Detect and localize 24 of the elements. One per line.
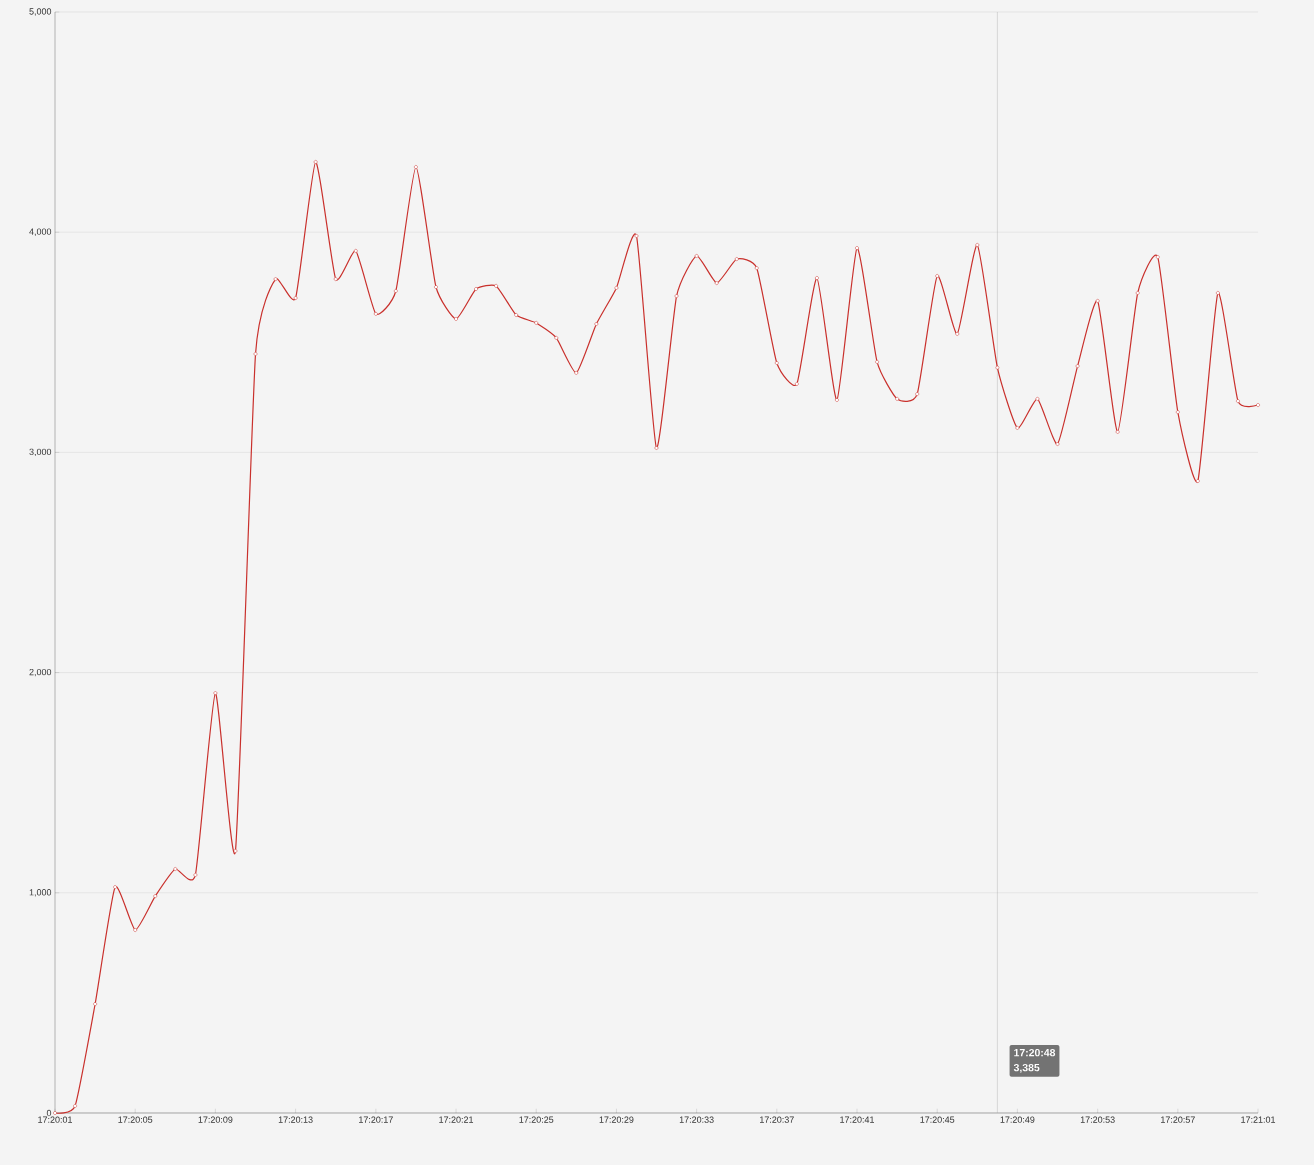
x-tick-label: 17:20:21 bbox=[439, 1116, 474, 1123]
annotation: 3,385 bbox=[1013, 1063, 1040, 1073]
x-tick-label: 17:20:45 bbox=[920, 1116, 955, 1123]
x-tick-label: 17:20:17 bbox=[359, 1116, 393, 1123]
x-tick-label: 17:20:29 bbox=[599, 1116, 634, 1123]
x-tick-label: 17:20:37 bbox=[760, 1116, 794, 1123]
y-tick-label: 0 bbox=[46, 1109, 52, 1117]
x-tick-label: 17:20:53 bbox=[1080, 1116, 1115, 1123]
x-tick-label: 17:20:05 bbox=[118, 1116, 153, 1123]
x-tick-label: 17:20:41 bbox=[840, 1116, 875, 1123]
x-tick-label: 17:20:01 bbox=[38, 1116, 73, 1123]
x-tick-label: 17:20:49 bbox=[1000, 1116, 1035, 1123]
x-tick-label: 17:21:01 bbox=[1241, 1116, 1276, 1123]
x-tick-label: 17:20:09 bbox=[198, 1116, 233, 1123]
x-tick-label: 17:20:57 bbox=[1161, 1116, 1195, 1123]
y-tick-label: 5,000 bbox=[29, 8, 52, 16]
x-tick-label: 17:20:13 bbox=[278, 1116, 313, 1123]
y-tick-label: 3,000 bbox=[29, 448, 52, 457]
x-tick-label: 17:20:25 bbox=[519, 1116, 554, 1123]
x-tick-label: 17:20:33 bbox=[679, 1116, 714, 1123]
y-tick-label: 4,000 bbox=[29, 228, 52, 236]
annotation: 17:20:48 bbox=[1014, 1048, 1056, 1057]
y-tick-label: 1,000 bbox=[29, 889, 52, 897]
y-tick-label: 2,000 bbox=[29, 668, 52, 677]
